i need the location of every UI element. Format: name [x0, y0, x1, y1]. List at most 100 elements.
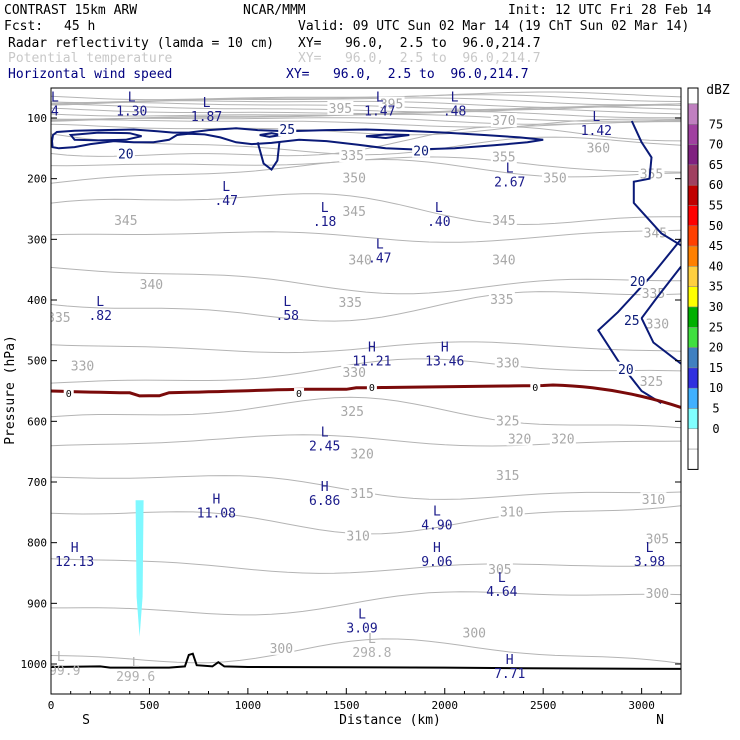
theta-label: 360	[587, 141, 610, 156]
theta-contour-line	[51, 638, 681, 664]
field-name-radar: Radar reflectivity (lamda = 10 cm)	[8, 36, 274, 51]
high-marker: H	[321, 480, 329, 495]
low-marker: L	[506, 162, 514, 177]
colorbar-swatch	[687, 266, 699, 287]
wind-label: 20	[618, 363, 634, 378]
low-marker: L	[222, 180, 230, 195]
theta-label-bg	[347, 252, 374, 267]
colorbar-swatch	[687, 245, 699, 267]
colorbar-label: 50	[709, 219, 723, 233]
y-tick-label: 1000	[21, 658, 48, 671]
extremum-value: 11.08	[197, 506, 236, 521]
org-title: NCAR/MMM	[243, 3, 306, 18]
extremum-value: 2.67	[494, 176, 525, 191]
radar-echo	[135, 500, 144, 637]
theta-label-bg	[498, 504, 525, 519]
theta-contour-line	[51, 126, 681, 157]
extremum-value: .82	[88, 309, 111, 324]
wind-label: 25	[624, 314, 640, 329]
colorbar-swatch	[687, 327, 699, 348]
theta-contour-line	[51, 558, 681, 574]
theta-label-bg	[549, 431, 576, 446]
colorbar-label: 5	[712, 402, 719, 416]
low-marker: L	[96, 295, 104, 310]
extremum-value: 7.71	[494, 667, 525, 682]
terrain	[51, 652, 681, 670]
colorbar-swatch	[687, 448, 699, 470]
wind-label-bg	[622, 313, 641, 328]
colorbar-label: 0	[712, 422, 719, 436]
theta-label-bg	[494, 467, 521, 482]
low-marker: L	[435, 201, 443, 216]
y-tick-label: 100	[27, 112, 47, 125]
theta-label-bg	[490, 149, 517, 164]
wind-contour-25	[640, 265, 681, 365]
extremum-value: 4.64	[486, 585, 517, 600]
low-marker: L	[592, 110, 600, 125]
theta-label-bg	[341, 170, 368, 185]
x-tick-label: 3000	[628, 699, 655, 712]
freezing-label-bg	[530, 381, 541, 393]
high-marker: H	[441, 341, 449, 356]
colorbar-swatch	[687, 428, 699, 450]
field-xy-theta: XY= 96.0, 2.5 to 96.0,214.7	[298, 51, 541, 66]
wind-label-bg	[116, 146, 135, 161]
freezing-level: 0 0 0 0	[51, 381, 681, 409]
theta-label: 330	[342, 366, 365, 381]
theta-contour-line	[51, 434, 681, 447]
extremum-value: .18	[313, 215, 336, 230]
extremum-value: 3.98	[634, 555, 665, 570]
extremum-value: 3.09	[346, 622, 377, 637]
y-tick-label: 300	[27, 233, 47, 246]
theta-label: 300	[463, 627, 486, 642]
wind-label: 25	[279, 123, 295, 138]
theta-label: 310	[500, 505, 523, 520]
theta-contour-line	[51, 158, 681, 184]
theta-label: 335	[47, 311, 70, 326]
theta-label: 345	[114, 214, 137, 229]
theta-label: 310	[642, 493, 665, 508]
model-title: CONTRAST 15km ARW	[4, 3, 137, 18]
wind-contour-25	[259, 132, 282, 138]
theta-label-bg	[51, 310, 72, 325]
colorbar-label: 75	[709, 117, 723, 131]
colorbar-swatch	[687, 124, 699, 145]
freezing-label: 0	[66, 389, 72, 400]
theta-label: 340	[140, 278, 163, 293]
theta-label: 350	[543, 172, 566, 187]
colorbar-swatch	[687, 225, 699, 247]
low-marker: L	[646, 541, 654, 556]
wind-contour-25	[365, 133, 410, 140]
freezing-label: 0	[532, 383, 538, 394]
colorbar-label: 15	[709, 361, 723, 375]
low-marker: L	[433, 504, 441, 519]
extremum-value: .47	[368, 252, 391, 267]
theta-contour-line	[51, 266, 681, 295]
theta-contour-line	[51, 291, 681, 322]
colorbar-swatch	[687, 205, 699, 227]
theta-label: 340	[492, 254, 515, 269]
extremum-value: 1.42	[581, 124, 612, 139]
extremum-value: 299.9	[41, 664, 80, 679]
theta-label-bg	[349, 486, 376, 501]
low-marker: L	[498, 571, 506, 586]
high-marker: H	[71, 541, 79, 556]
x-tick-label: 1500	[333, 699, 360, 712]
theta-label-bg	[341, 204, 368, 219]
colorbar-label: 10	[709, 381, 723, 395]
low-marker: L	[376, 91, 384, 106]
colorbar-label: 60	[709, 178, 723, 192]
wind-contour-20	[597, 238, 681, 404]
freezing-label-bg	[294, 388, 305, 400]
high-marker: H	[433, 541, 441, 556]
freezing-label-bg	[63, 388, 74, 400]
low-marker: L	[51, 91, 59, 106]
theta-label: 325	[496, 414, 519, 429]
y-tick-label: 500	[27, 355, 47, 368]
theta-label-bg	[644, 531, 671, 546]
colorbar-swatch	[687, 184, 699, 206]
theta-label-bg	[138, 276, 165, 291]
low-marker: L	[358, 608, 366, 623]
